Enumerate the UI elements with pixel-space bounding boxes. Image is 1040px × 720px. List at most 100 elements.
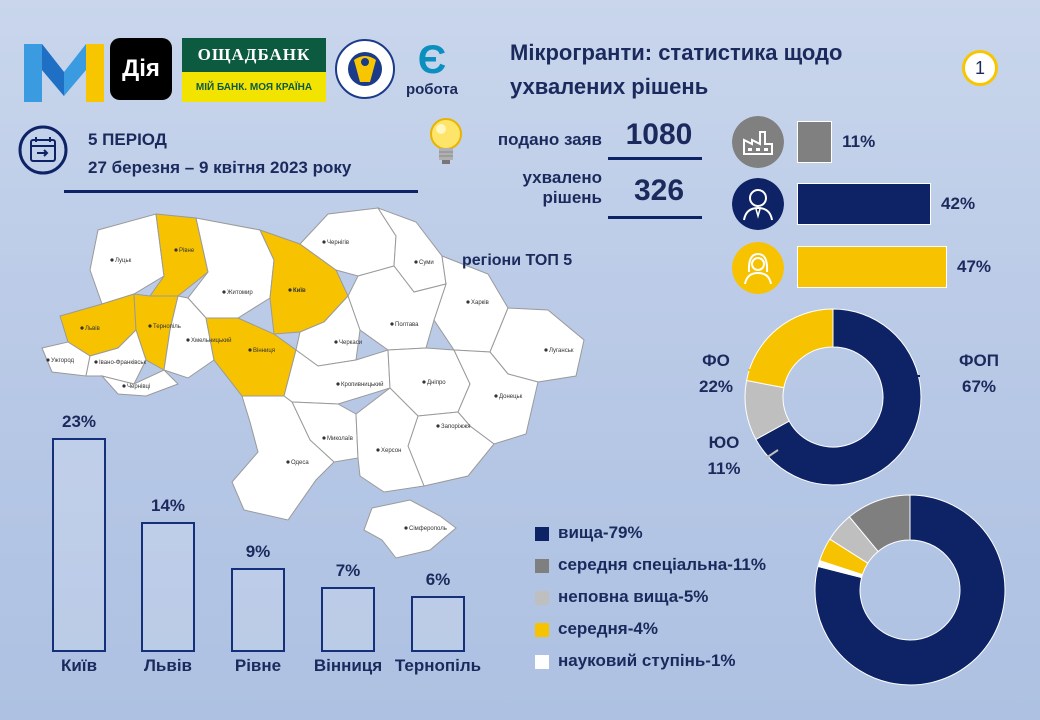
- fop-name: ФОП: [959, 351, 999, 370]
- svg-text:Кропивницький: Кропивницький: [341, 381, 384, 388]
- city-label: Ужгород: [46, 358, 75, 364]
- yuo-name: ЮО: [708, 433, 740, 452]
- region-bar-label: Вінниця: [313, 656, 383, 675]
- city-label: Сімферополь: [404, 526, 447, 532]
- svg-text:Київ: Київ: [293, 288, 306, 294]
- svg-text:Ужгород: Ужгород: [51, 358, 75, 364]
- diia-logo: Дія: [110, 38, 172, 100]
- svg-text:Херсон: Херсон: [381, 448, 401, 454]
- svg-text:Одеса: Одеса: [291, 460, 309, 466]
- entity-type-donut: [744, 308, 922, 486]
- city-label: Чернівці: [122, 384, 150, 390]
- category-percent: 47%: [957, 257, 992, 276]
- approved-label-line-2: рішень: [542, 188, 602, 207]
- top5-regions-label: регіони ТОП 5: [462, 252, 573, 269]
- legend-label: вища-79%: [558, 523, 643, 542]
- city-label: Луцьк: [110, 258, 132, 264]
- ukraine-map: Луцьк Рівне Житомир Київ Чернігів Суми Харків П…: [41, 207, 585, 559]
- region-bar: [411, 596, 465, 652]
- employment-service-logo: [335, 39, 395, 99]
- bank-name: ОЩАДБАНК: [182, 38, 326, 72]
- region-kherson: [355, 387, 425, 493]
- city-label: Житомир: [222, 290, 253, 296]
- fop-percent: 67%: [961, 377, 997, 396]
- lightbulb-icon: [430, 118, 462, 164]
- period-underline: [64, 190, 418, 193]
- legend-label: середня спеціальна-11%: [558, 555, 766, 574]
- period-info: 5 ПЕРІОД 27 березня – 9 квітня 2023 року: [88, 126, 351, 182]
- city-label: Чернігів: [322, 240, 349, 246]
- period-dates: 27 березня – 9 квітня 2023 року: [88, 158, 352, 177]
- city-label: Кропивницький: [336, 381, 384, 388]
- city-label: Луганськ: [544, 348, 574, 354]
- svg-text:Черкаси: Черкаси: [339, 340, 362, 346]
- city-label: Рівне: [174, 248, 195, 254]
- legend-label: неповна вища-5%: [558, 587, 709, 606]
- region-bar-label: Тернопіль: [394, 656, 482, 675]
- city-label: Харків: [466, 300, 489, 306]
- city-label: Вінниця: [248, 348, 275, 354]
- region-bar-label: Київ: [60, 656, 98, 675]
- legend-swatch: [535, 655, 549, 669]
- period-label: 5 ПЕРІОД: [88, 130, 167, 149]
- education-donut: [814, 494, 1006, 686]
- city-label: Дніпро: [422, 380, 446, 386]
- svg-text:Запоріжжя: Запоріжжя: [441, 424, 471, 430]
- donut-slice: [755, 308, 922, 486]
- category-bar: [797, 183, 932, 225]
- svg-text:Хмельницький: Хмельницький: [191, 337, 231, 344]
- legend-swatch: [535, 623, 549, 637]
- legend-label: науковий ступінь-1%: [558, 651, 736, 670]
- bank-slogan: МІЙ БАНК. МОЯ КРАЇНА: [182, 72, 326, 102]
- category-bar: [797, 246, 947, 288]
- svg-text:Львів: Львів: [85, 326, 100, 332]
- yuo-label: ЮО 11%: [696, 430, 752, 482]
- svg-text:Полтава: Полтава: [395, 322, 419, 328]
- city-label: Львів: [80, 326, 100, 332]
- city-label: Донецьк: [494, 394, 523, 400]
- svg-text:Рівне: Рівне: [179, 248, 195, 254]
- robota-word: робота: [405, 81, 459, 98]
- region-chernivtsi: [100, 369, 179, 397]
- title-line-2: ухвалених рішень: [510, 74, 709, 99]
- svg-text:Луганськ: Луганськ: [549, 348, 574, 354]
- category-bar: [797, 121, 833, 163]
- city-label: Херсон: [376, 448, 401, 454]
- region-bar-label: Львів: [143, 656, 192, 675]
- approved-label-line-1: ухвалено: [522, 168, 602, 187]
- factory-icon: [732, 116, 784, 168]
- city-label: Одеса: [286, 460, 309, 466]
- calendar-icon: [18, 125, 68, 175]
- region-bar-label: Рівне: [234, 656, 282, 675]
- city-label: Миколаїв: [322, 436, 353, 442]
- yuo-percent: 11%: [707, 459, 741, 478]
- category-percent: 42%: [941, 194, 976, 213]
- fo-name: ФО: [702, 351, 730, 370]
- submitted-underline: [608, 157, 702, 160]
- legend-swatch: [535, 591, 549, 605]
- fo-percent: 22%: [698, 377, 734, 396]
- svg-text:Сімферополь: Сімферополь: [409, 526, 447, 532]
- fo-label: ФО 22%: [688, 348, 744, 400]
- svg-text:Вінниця: Вінниця: [253, 348, 275, 354]
- title-line-1: Мікрогранти: статистика щодо: [510, 40, 843, 65]
- city-label: Київ: [288, 288, 306, 294]
- city-label: Суми: [414, 260, 434, 266]
- region-bar-value: 6%: [425, 570, 451, 590]
- region-bar: [231, 568, 285, 652]
- city-label: Хмельницький: [186, 337, 231, 344]
- region-bar: [141, 521, 195, 652]
- donut-slice: [848, 494, 911, 553]
- svg-text:Суми: Суми: [419, 260, 434, 266]
- submitted-label: подано заяв: [497, 130, 602, 149]
- legend-swatch: [535, 527, 549, 541]
- approved-label: ухвалено рішень: [464, 168, 602, 208]
- svg-text:Івано-Франківськ: Івано-Франківськ: [99, 360, 147, 366]
- donut-slice: [745, 308, 834, 389]
- page-title: Мікрогранти: статистика щодо ухвалених р…: [510, 36, 930, 104]
- oschadbank-logo: ОЩАДБАНК МІЙ БАНК. МОЯ КРАЇНА: [182, 38, 326, 102]
- legend-label: середня-4%: [558, 619, 658, 638]
- svg-text:Донецьк: Донецьк: [499, 394, 523, 400]
- submitted-value: 1080: [625, 118, 693, 151]
- fop-label: ФОП 67%: [944, 348, 1014, 400]
